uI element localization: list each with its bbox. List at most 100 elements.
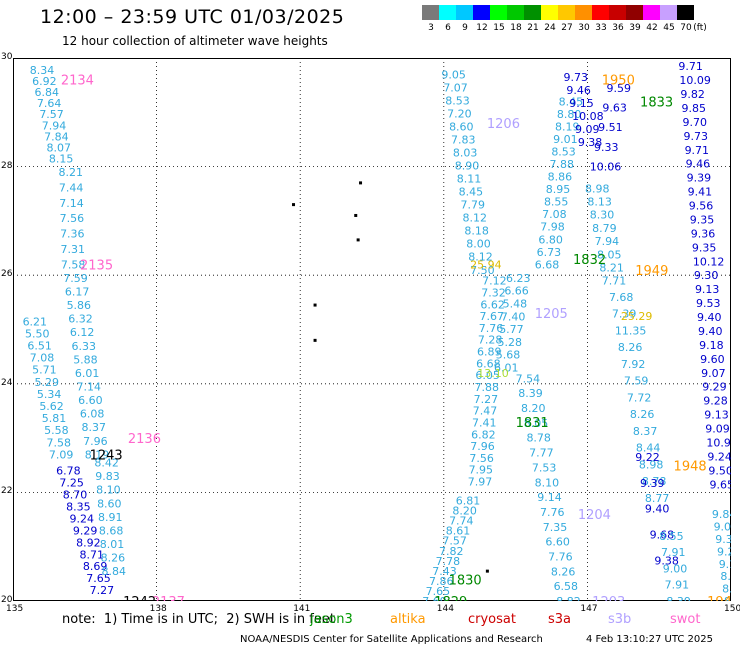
swh-value: 7.69 — [422, 595, 447, 601]
swh-value: 7.53 — [532, 461, 557, 474]
swh-value: 8.45 — [459, 186, 484, 199]
swh-value: 7.64 — [37, 97, 62, 110]
swh-value: 7.47 — [473, 405, 498, 418]
swh-value: 7.59 — [624, 375, 649, 388]
swh-value: 7.32 — [481, 286, 506, 299]
swh-value: 6.58 — [554, 580, 579, 593]
legend-swatch — [490, 5, 507, 20]
swh-value: 10.06 — [590, 161, 622, 174]
swh-value: 11.35 — [615, 324, 647, 337]
swh-value: 8.86 — [548, 171, 573, 184]
pass-time-label: 1833 — [640, 95, 673, 110]
legend-label: 33 — [595, 23, 607, 33]
swh-value: 7.65 — [426, 585, 451, 598]
legend-label: 39 — [629, 23, 641, 33]
legend-label: 24 — [544, 23, 556, 33]
swh-value: 8.98 — [639, 458, 664, 471]
swh-value: 8.26 — [101, 552, 126, 565]
swh-value: 9.83 — [95, 470, 120, 483]
legend-swatch — [439, 5, 456, 20]
swh-value: 8.77 — [645, 492, 670, 505]
x-tick-label: 147 — [580, 604, 598, 614]
legend-swatch — [541, 5, 558, 20]
swh-value: 8.19 — [85, 448, 110, 461]
swh-value: 6.60 — [545, 536, 570, 549]
swh-value: 8.44 — [636, 442, 661, 455]
swh-value: 8.26 — [630, 408, 655, 421]
swh-value: 8.34 — [30, 64, 55, 77]
swh-value: 9.39 — [687, 172, 712, 185]
swh-value: 7.58 — [61, 258, 86, 271]
swh-value: 5.34 — [37, 388, 62, 401]
legend-label: 30 — [578, 23, 590, 33]
swh-value: 7.92 — [621, 358, 646, 371]
y-tick-label: 24 — [1, 377, 13, 388]
pass-time-label: 1243 — [90, 448, 123, 463]
swh-value: 9.50 — [708, 464, 731, 477]
swh-value: 5.62 — [39, 400, 64, 413]
swh-value: 7.08 — [542, 208, 567, 221]
legend-label: 12 — [476, 23, 488, 33]
pass-time-label: 1949 — [635, 264, 668, 279]
swh-value: 6.62 — [480, 298, 505, 311]
swh-value: 7.76 — [540, 506, 565, 519]
legend-swatch — [558, 5, 575, 20]
swh-value: 9.38 — [578, 136, 603, 149]
swh-value: 10.09 — [679, 74, 711, 87]
pass-time-label: 1203 — [592, 595, 625, 601]
swh-value: 8.39 — [666, 595, 691, 601]
swh-value: 9.60 — [700, 353, 725, 366]
swh-value: 8.92 — [76, 536, 101, 549]
swh-value: 8.78 — [526, 432, 551, 445]
swh-value: 9.07 — [701, 367, 726, 380]
legend-swatch — [507, 5, 524, 20]
swh-value: 7.65 — [86, 572, 111, 585]
swh-value: 6.33 — [72, 340, 97, 353]
swh-value: 7.82 — [439, 545, 464, 558]
swh-value: 9.27 — [717, 545, 731, 558]
swh-value: 7.28 — [478, 334, 503, 347]
swh-value: 7.91 — [665, 579, 690, 592]
swh-value: 7.14 — [77, 381, 102, 394]
map-plot: 8.34 6.92 6.84 7.64 7.57 7.94 7.84 8.07 8.15 8.21… — [13, 58, 731, 601]
swh-value: 5.86 — [67, 299, 92, 312]
x-tick-label: 138 — [149, 604, 167, 614]
swh-value: 8.68 — [99, 524, 124, 537]
swh-value: 7.39 — [612, 308, 637, 321]
swh-value: 9.68 — [650, 528, 675, 541]
swh-value: 9.70 — [682, 116, 707, 129]
swh-value: 8.61 — [446, 525, 471, 538]
swh-value: 8.84 — [102, 565, 127, 578]
island — [354, 213, 358, 217]
swh-value: 8.19 — [555, 121, 580, 134]
swh-value: 9.38 — [654, 554, 679, 567]
y-tick-label: 22 — [1, 486, 13, 497]
legend-label: 45 — [663, 23, 675, 33]
swh-value: 6.66 — [504, 285, 529, 298]
swh-value: 9.35 — [692, 241, 717, 254]
swh-value: 8.18 — [464, 225, 489, 238]
swh-value: 8.53 — [551, 146, 576, 159]
swh-value: 7.67 — [480, 310, 505, 323]
swh-value: 5.29 — [35, 376, 60, 389]
swh-value: 6.51 — [27, 340, 52, 353]
swh-value: 6.68 — [535, 258, 560, 271]
pass-time-label: 1830 — [449, 573, 482, 588]
legend-swatch — [609, 5, 626, 20]
swh-value: 8.42 — [94, 457, 119, 470]
swh-value: 7.88 — [474, 381, 499, 394]
pass-time-label: 2135 — [80, 258, 113, 273]
swh-value: 8.80 — [557, 108, 582, 121]
swh-value: 7.36 — [60, 228, 85, 241]
swh-value: 9.71 — [678, 60, 703, 73]
swh-value: 8.12 — [468, 251, 493, 264]
legend-swatch — [677, 5, 694, 20]
pass-time-label: 1205 — [535, 307, 568, 322]
swh-value: 8.37 — [81, 421, 106, 434]
pass-time-label: 1832 — [573, 253, 606, 268]
swh-value: 9.73 — [563, 71, 588, 84]
swh-value: 8.11 — [457, 173, 482, 186]
swh-value: 7.14 — [59, 197, 84, 210]
swh-value: 9.63 — [602, 102, 627, 115]
